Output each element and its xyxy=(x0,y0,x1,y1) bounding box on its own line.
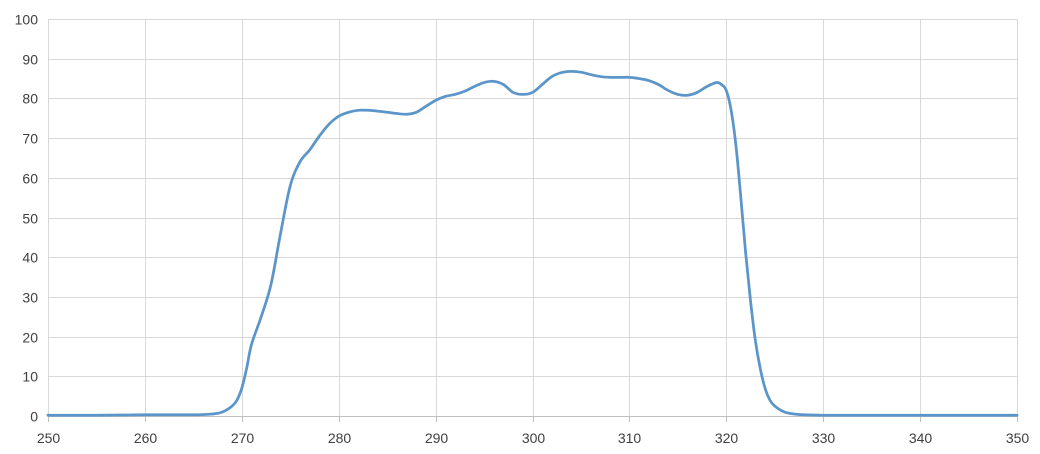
x-tick-label: 290 xyxy=(425,430,449,446)
y-tick-label: 0 xyxy=(30,409,38,425)
grid-layer xyxy=(48,19,1018,416)
y-tick-label: 20 xyxy=(22,330,38,346)
x-tick-label: 310 xyxy=(618,430,642,446)
y-tick-label: 70 xyxy=(22,131,38,147)
x-tick-label: 330 xyxy=(812,430,836,446)
x-tick-label: 270 xyxy=(231,430,255,446)
y-tick-label: 30 xyxy=(22,290,38,306)
x-tick-label: 320 xyxy=(715,430,739,446)
x-tick-label: 250 xyxy=(37,430,61,446)
x-tick-label: 300 xyxy=(522,430,546,446)
tick-label-layer: 0 10 20 30 40 50 60 70 80 90 100 250 260 270 280 290 300… xyxy=(15,12,1030,447)
x-tick-label: 340 xyxy=(909,430,933,446)
series-layer xyxy=(46,70,1019,417)
y-tick-label: 40 xyxy=(22,250,38,266)
y-tick-label: 90 xyxy=(22,52,38,68)
axis-layer xyxy=(48,416,1018,422)
y-tick-label: 100 xyxy=(15,12,39,28)
x-tick-label: 260 xyxy=(134,430,158,446)
y-tick-label: 10 xyxy=(22,369,38,385)
y-tick-label: 80 xyxy=(22,91,38,107)
series-line xyxy=(46,70,1019,417)
x-tick-label: 280 xyxy=(328,430,352,446)
y-tick-label: 60 xyxy=(22,171,38,187)
y-tick-label: 50 xyxy=(22,211,38,227)
x-tick-label: 350 xyxy=(1006,430,1030,446)
